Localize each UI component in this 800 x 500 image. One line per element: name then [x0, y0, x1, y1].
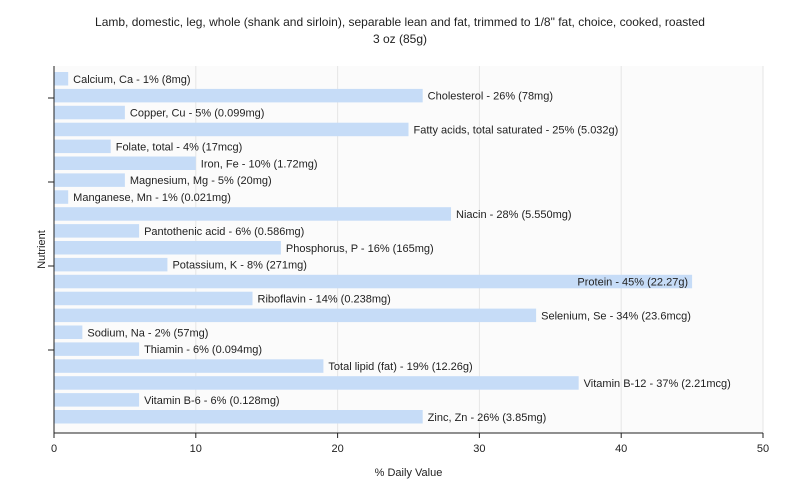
bar-8 — [54, 207, 452, 221]
bar-label-2: Copper, Cu - 5% (0.099mg) — [130, 108, 265, 120]
bar-4 — [54, 139, 111, 154]
axes: 0 10 20 30 40 50 — [48, 66, 769, 455]
bar-20 — [54, 410, 423, 424]
bar-14 — [54, 308, 537, 323]
bar-19 — [54, 393, 140, 407]
bar-0 — [54, 72, 69, 86]
y-axis-title: Nutrient — [36, 230, 48, 269]
chart-title-line-2: 3 oz (85g) — [372, 32, 428, 46]
bar-label-18: Vitamin B-12 - 37% (2.21mcg) — [584, 378, 731, 390]
bar-label-7: Manganese, Mn - 1% (0.021mg) — [73, 192, 231, 204]
chart-title: Lamb, domestic, leg, whole (shank and si… — [0, 14, 800, 48]
x-tick-label-0: 0 — [51, 443, 57, 455]
bar-12 — [54, 274, 693, 289]
bar-label-19: Vitamin B-6 - 6% (0.128mg) — [144, 395, 280, 407]
chart-title-line-1: Lamb, domestic, leg, whole (shank and si… — [95, 15, 705, 29]
bar-3 — [54, 122, 409, 137]
x-axis-title: % Daily Value — [375, 467, 443, 479]
bar-5 — [54, 156, 196, 170]
bar-11 — [54, 257, 168, 272]
x-tick-label-2: 20 — [331, 443, 343, 455]
x-tick-label-4: 40 — [615, 443, 627, 455]
bar-label-14: Selenium, Se - 34% (23.6mcg) — [541, 310, 691, 322]
bar-16 — [54, 342, 140, 356]
bar-label-16: Thiamin - 6% (0.094mg) — [144, 344, 262, 356]
bar-18 — [54, 376, 579, 390]
bar-label-13: Riboflavin - 14% (0.238mg) — [258, 293, 391, 305]
bar-label-11: Potassium, K - 8% (271mg) — [172, 260, 307, 272]
bar-label-10: Phosphorus, P - 16% (165mg) — [286, 243, 434, 255]
x-tick-label-3: 30 — [473, 443, 485, 455]
bar-label-20: Zinc, Zn - 26% (3.85mg) — [428, 412, 547, 424]
bar-15 — [54, 325, 83, 339]
bar-10 — [54, 241, 281, 255]
bars-group: Calcium, Ca - 1% (8mg) Cholesterol - 26% … — [54, 72, 731, 424]
bar-2 — [54, 105, 125, 120]
bar-6 — [54, 173, 125, 187]
bar-label-9: Pantothenic acid - 6% (0.586mg) — [144, 226, 304, 238]
bar-7 — [54, 190, 69, 204]
bar-label-4: Folate, total - 4% (17mcg) — [116, 141, 243, 153]
x-tick-label-1: 10 — [190, 443, 202, 455]
bar-label-1: Cholesterol - 26% (78mg) — [428, 91, 553, 103]
bar-label-12: Protein - 45% (22.27g) — [577, 277, 688, 289]
bar-9 — [54, 224, 140, 238]
bar-label-5: Iron, Fe - 10% (1.72mg) — [201, 158, 318, 170]
bar-label-8: Niacin - 28% (5.550mg) — [456, 209, 572, 221]
bar-1 — [54, 88, 423, 103]
bar-label-15: Sodium, Na - 2% (57mg) — [87, 327, 208, 339]
bar-label-17: Total lipid (fat) - 19% (12.26g) — [328, 361, 472, 373]
bar-label-3: Fatty acids, total saturated - 25% (5.03… — [414, 124, 619, 136]
x-tick-label-5: 50 — [757, 443, 769, 455]
bar-17 — [54, 359, 324, 373]
bar-13 — [54, 291, 253, 306]
bar-label-0: Calcium, Ca - 1% (8mg) — [73, 74, 190, 86]
bar-label-6: Magnesium, Mg - 5% (20mg) — [130, 175, 272, 187]
